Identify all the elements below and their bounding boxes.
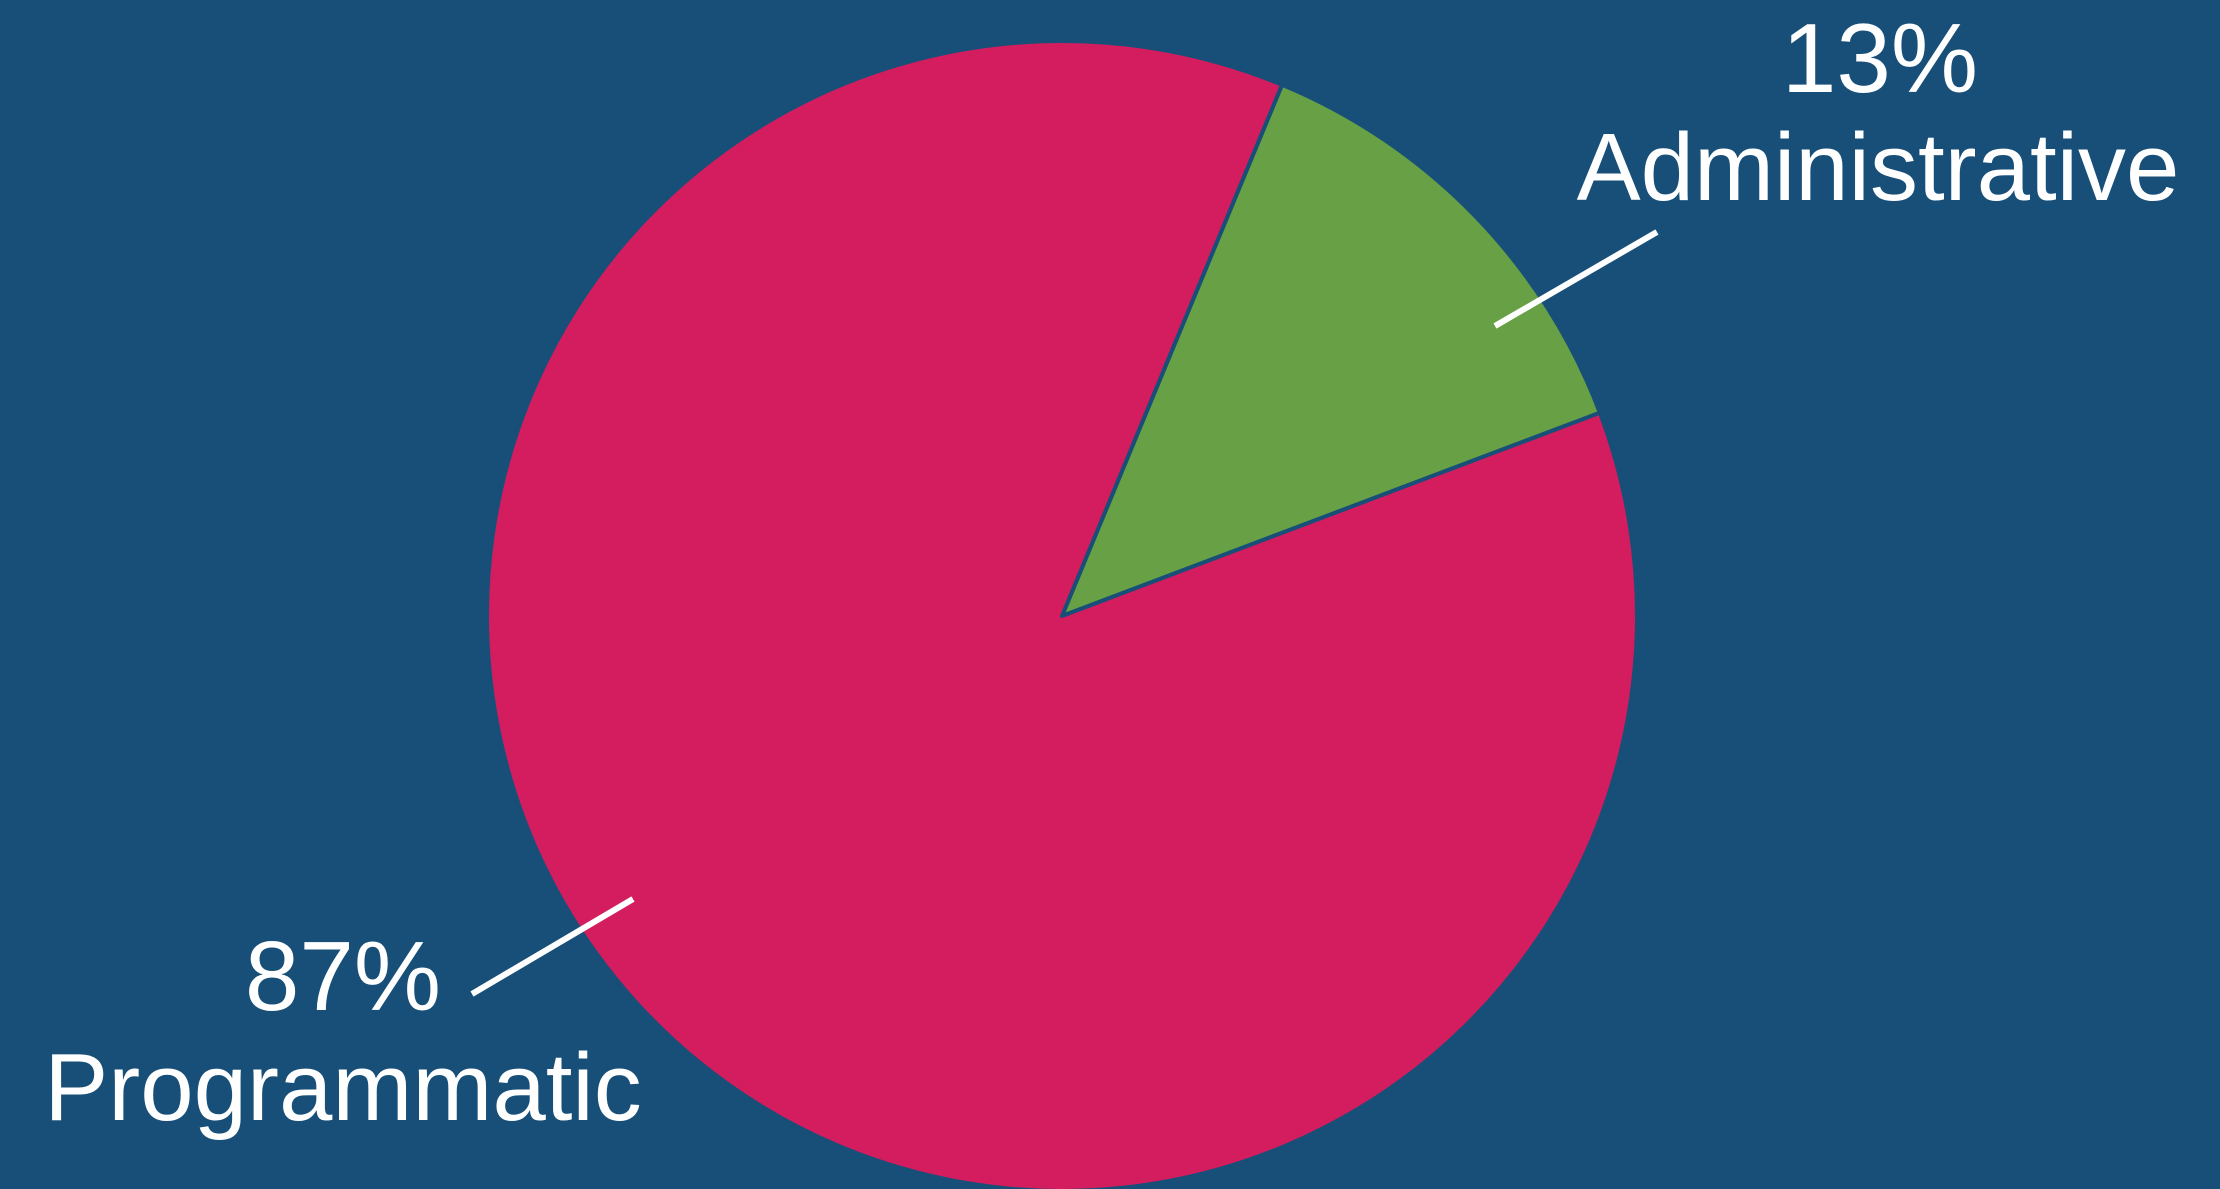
slice-percent-administrative: 13%: [1782, 3, 1978, 113]
slice-percent-programmatic: 87%: [245, 921, 441, 1031]
pie-slice-programmatic: [485, 39, 1639, 1189]
slice-label-programmatic: 87% Programmatic: [44, 921, 641, 1141]
pie-slices: [485, 39, 1639, 1189]
slice-label-administrative: 13% Administrative: [1577, 3, 2180, 221]
slice-name-programmatic: Programmatic: [44, 1034, 641, 1141]
leader-line-administrative: [1493, 229, 1659, 329]
pie-slice-administrative: [1060, 82, 1602, 618]
leader-line-programmatic: [470, 896, 635, 997]
leader-lines: [470, 229, 1659, 997]
slice-name-administrative: Administrative: [1577, 114, 2180, 221]
